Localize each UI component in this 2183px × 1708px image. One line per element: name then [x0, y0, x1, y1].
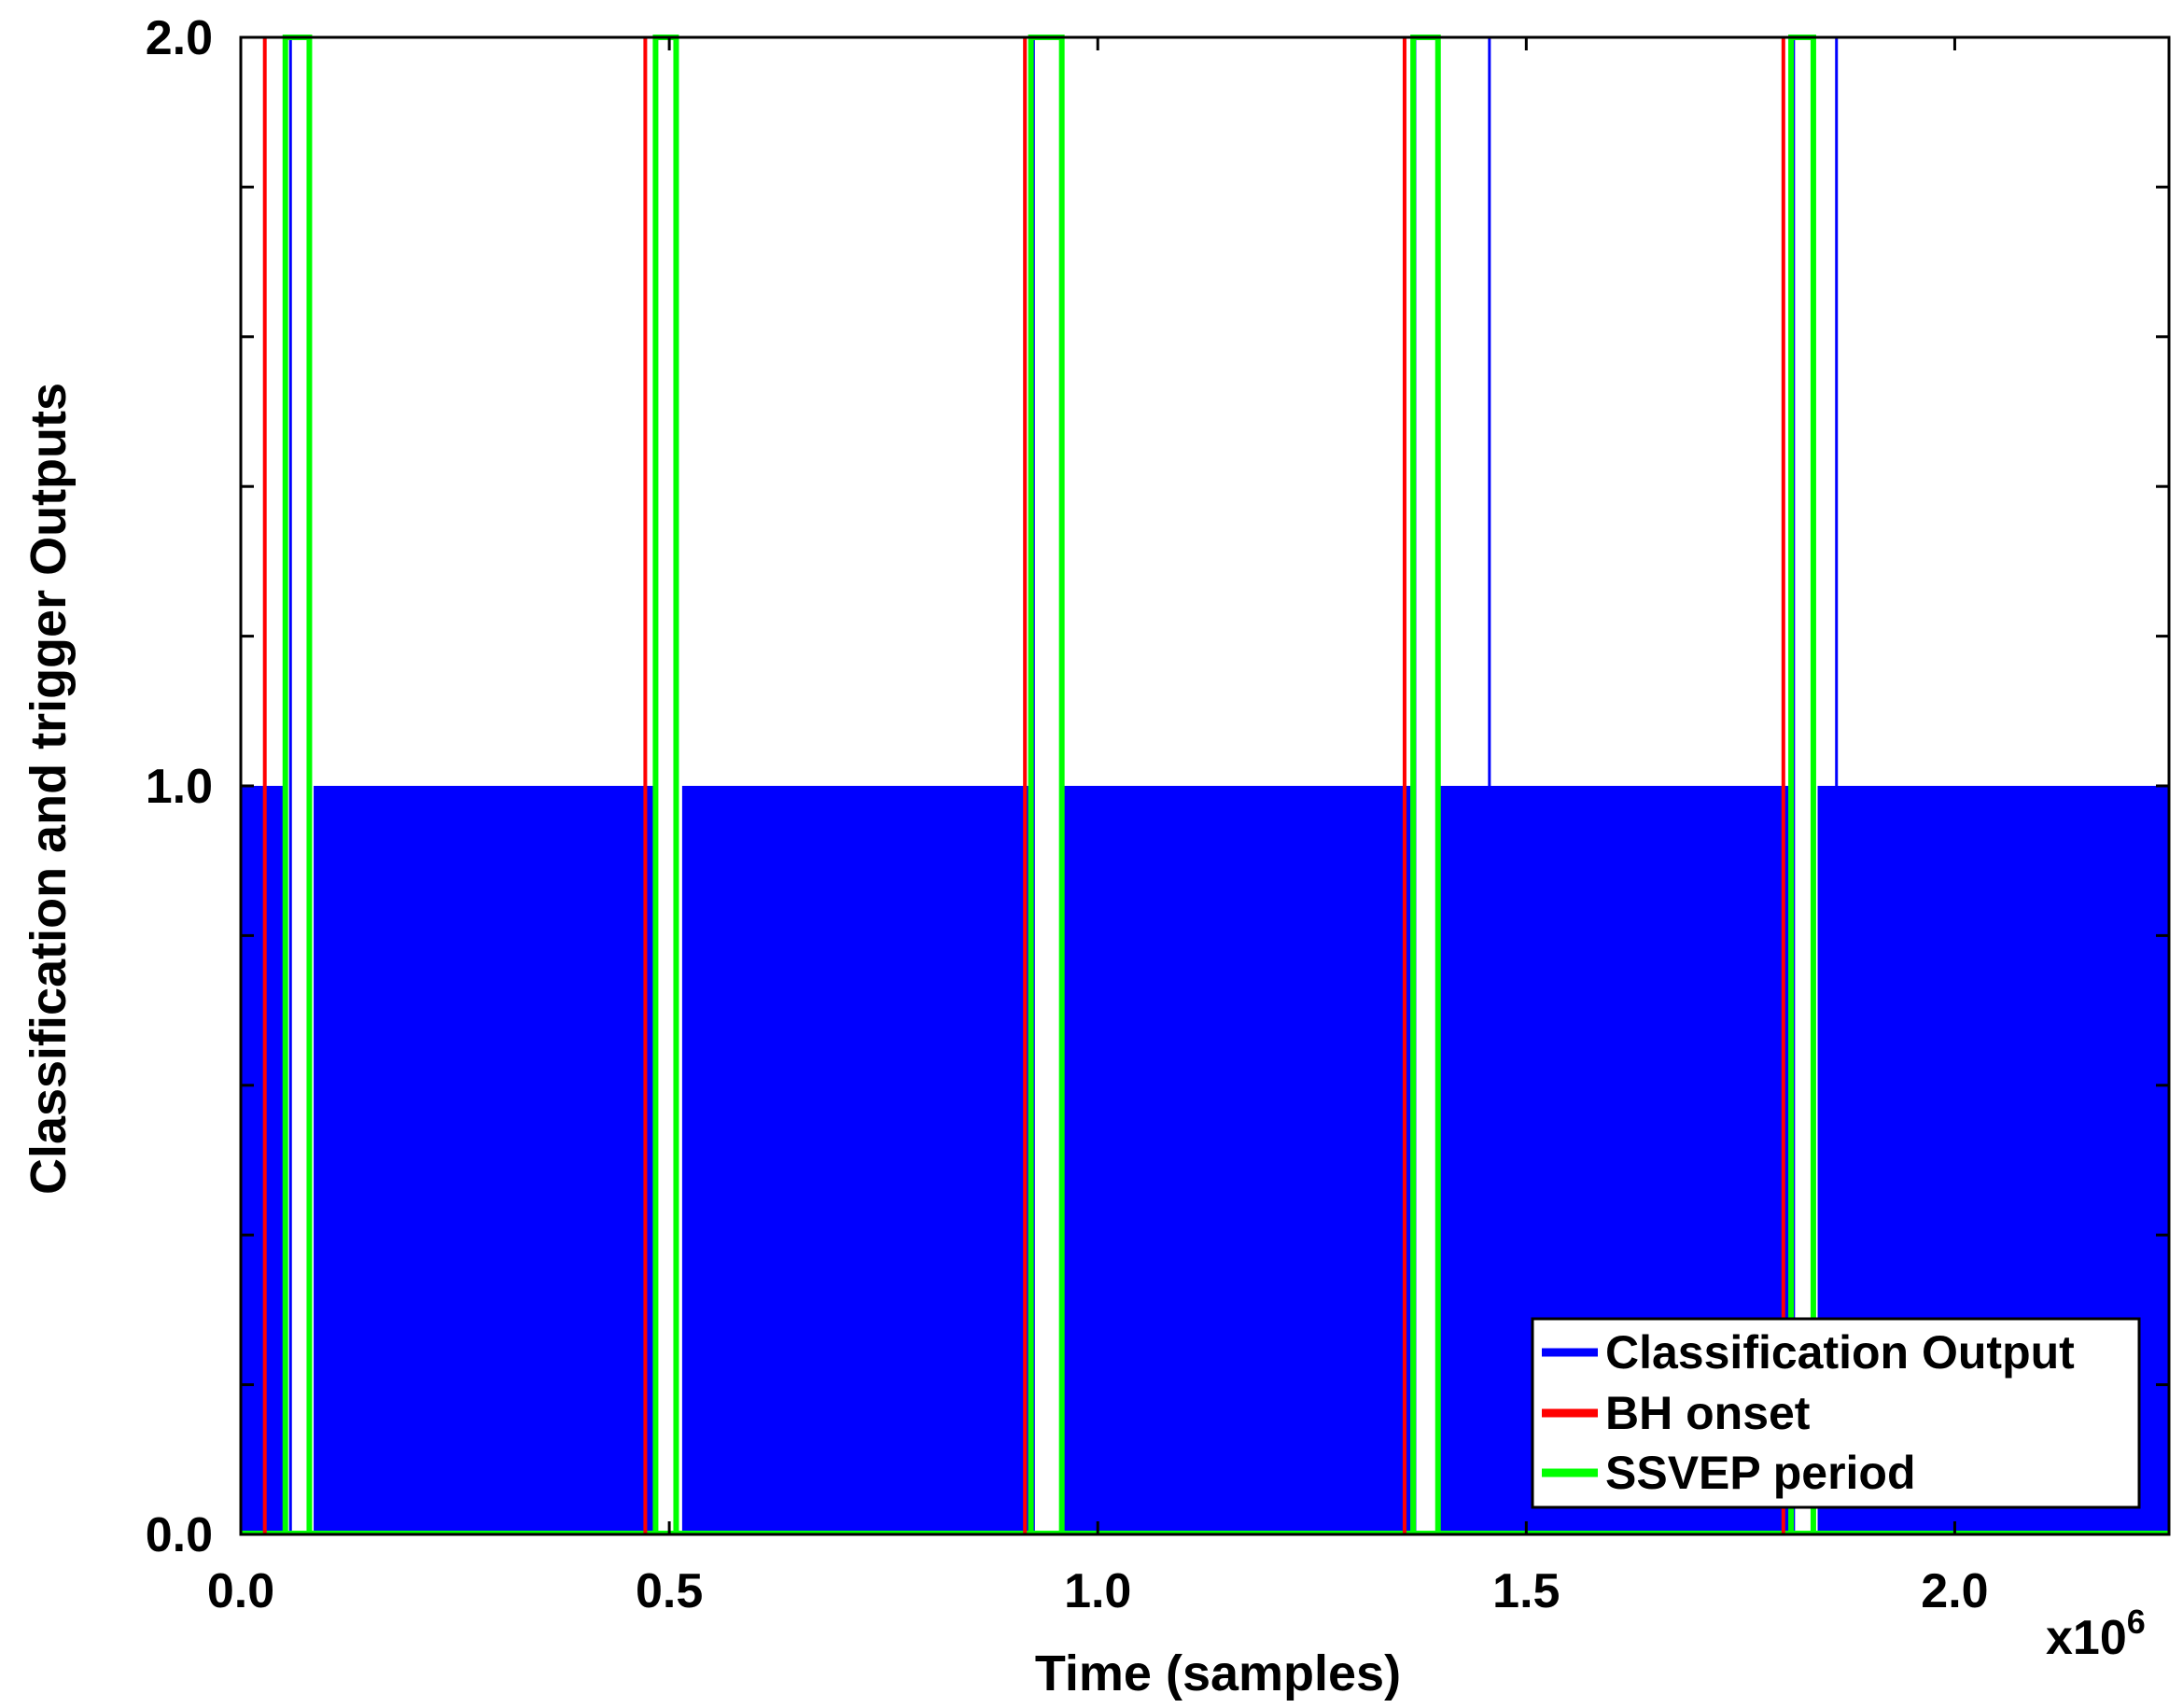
- x-tick-label-3: 1.5: [1492, 1564, 1560, 1618]
- x-axis-multiplier: x106: [2046, 1603, 2146, 1665]
- ssvep-pulse-1: [652, 35, 679, 1534]
- classification-output-band-3: [1063, 786, 1411, 1534]
- x-axis-multiplier-base: x10: [2046, 1611, 2127, 1665]
- x-tick-label-4: 2.0: [1921, 1564, 1988, 1618]
- x-axis-title: Time (samples): [1035, 1645, 1401, 1701]
- y-axis-title: Classification and trigger Outputs: [21, 383, 77, 1195]
- legend: Classification Output BH onset SSVEP per…: [1531, 1317, 2141, 1509]
- classification-output-band-1: [314, 786, 657, 1534]
- plot-area: [241, 35, 2169, 1534]
- y-tick-label-1: 1.0: [146, 760, 213, 814]
- x-tick-label-0: 0.0: [207, 1564, 274, 1618]
- ssvep-pulse-3: [1410, 35, 1441, 1534]
- legend-box: [1531, 1317, 2141, 1509]
- y-tick-label-0: 0.0: [146, 1508, 213, 1562]
- classification-output-band-2: [681, 786, 1034, 1534]
- ssvep-pulse-0: [282, 35, 313, 1534]
- axes: 0.0 0.5 1.0 1.5 2.0 0.0 1.0 2.0: [146, 11, 2171, 1618]
- legend-label-classification: Classification Output: [1605, 1326, 2075, 1379]
- y-tick-label-2: 2.0: [146, 11, 213, 65]
- x-axis-multiplier-exponent: 6: [2127, 1603, 2146, 1641]
- ssvep-pulse-2: [1028, 35, 1065, 1534]
- x-tick-label-1: 0.5: [636, 1564, 703, 1618]
- legend-label-ssvep: SSVEP period: [1605, 1447, 1916, 1499]
- x-tick-label-2: 1.0: [1064, 1564, 1131, 1618]
- legend-label-bh-onset: BH onset: [1605, 1387, 1811, 1439]
